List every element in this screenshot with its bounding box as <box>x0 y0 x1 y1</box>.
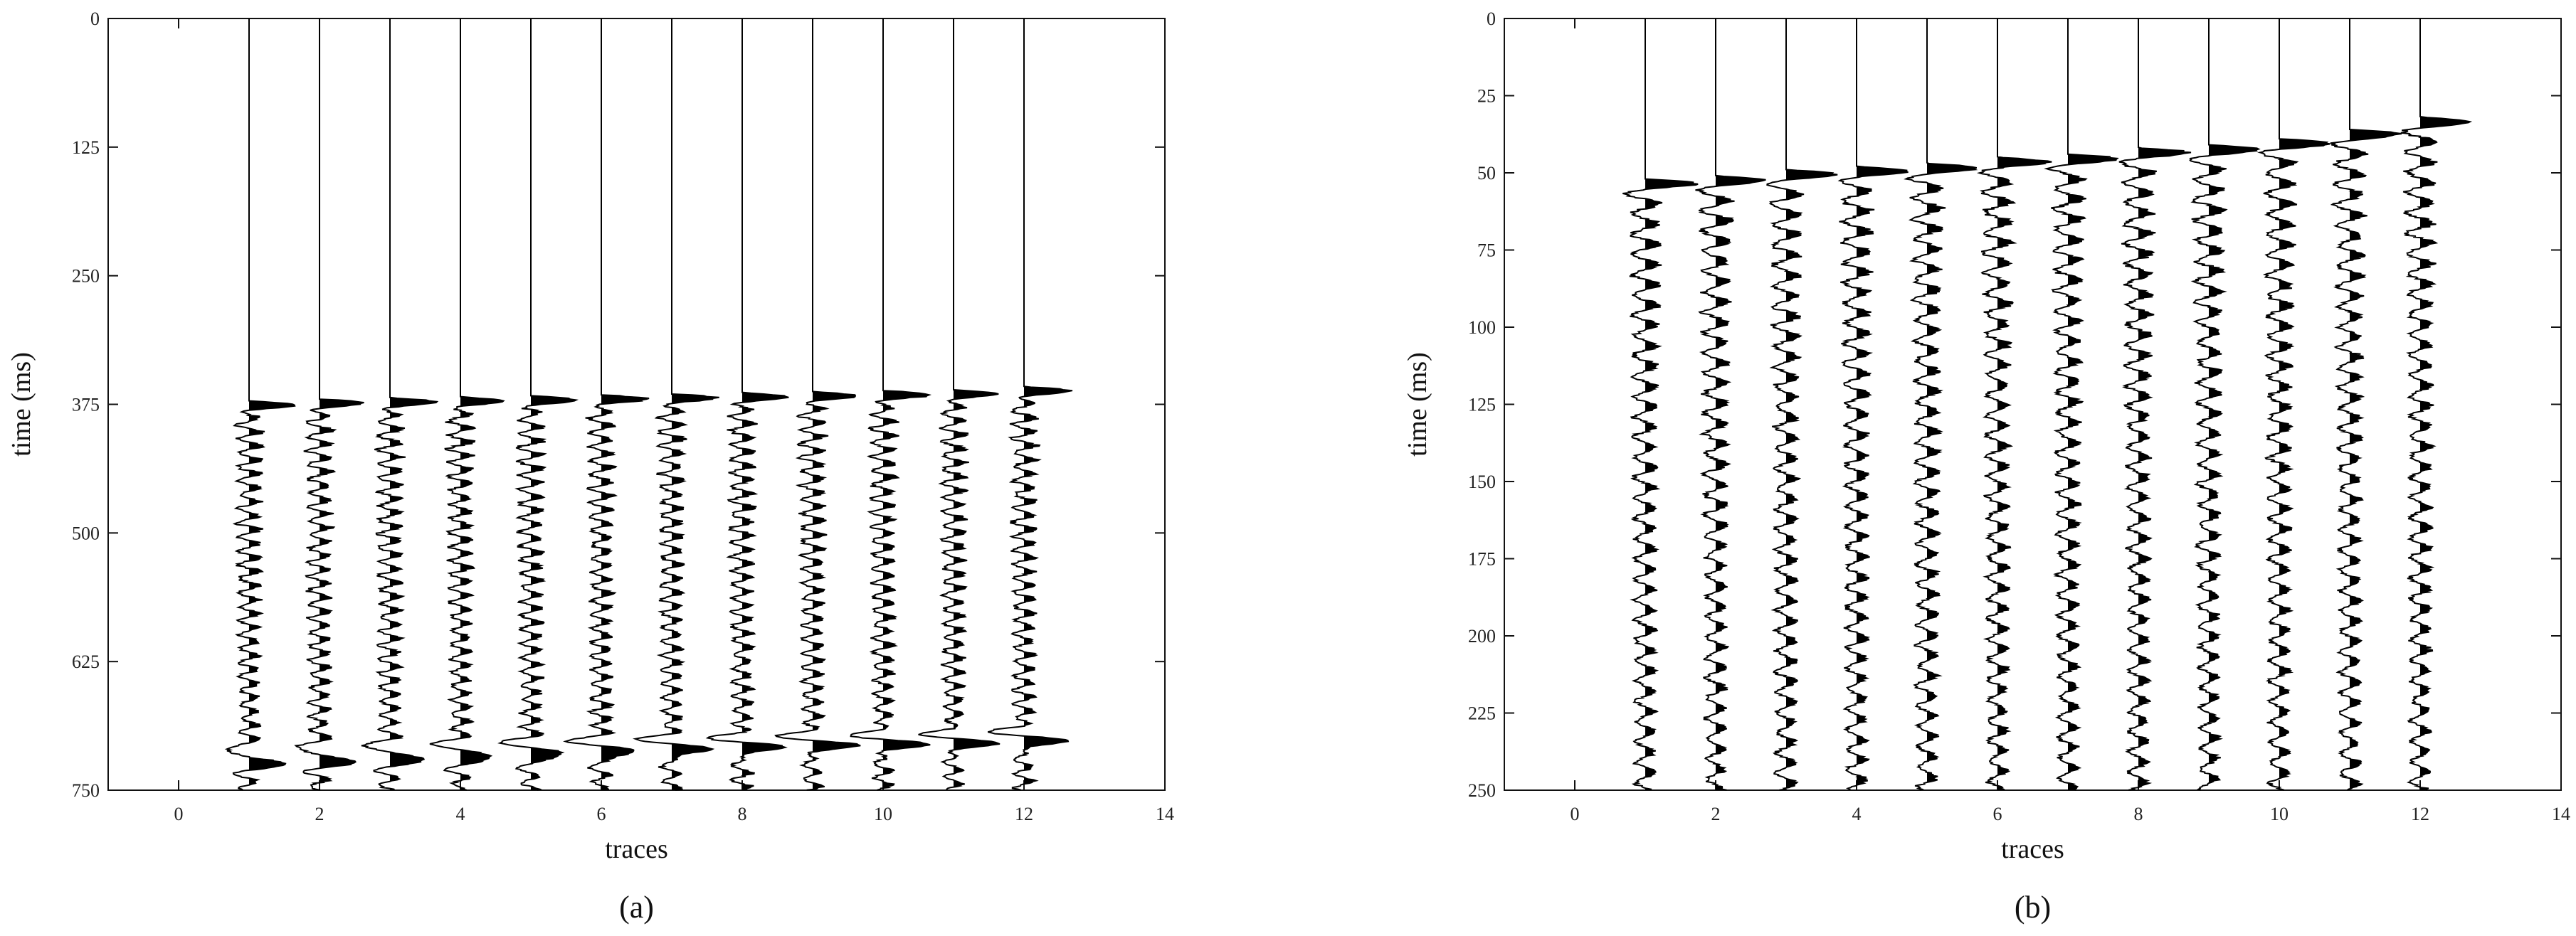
y-tick-label: 750 <box>72 780 100 801</box>
trace-5-wiggle <box>1904 18 1978 791</box>
y-tick-label: 175 <box>1468 549 1496 570</box>
panel-caption: (a) <box>619 890 654 925</box>
trace-12-wiggle <box>2400 18 2473 791</box>
trace-11-wiggle <box>918 18 1001 790</box>
trace-9-wiggle <box>2189 18 2261 791</box>
y-tick-label: 25 <box>1477 86 1496 107</box>
y-tick-label: 200 <box>1468 626 1496 647</box>
x-tick-label: 4 <box>1852 804 1862 824</box>
x-tick-label: 0 <box>174 804 184 824</box>
y-tick-label: 125 <box>1468 395 1496 415</box>
trace-6-wiggle <box>563 18 650 790</box>
trace-11-wiggle <box>2330 18 2402 791</box>
x-tick-label: 4 <box>456 804 465 824</box>
x-axis-title: traces <box>2001 834 2064 864</box>
trace-7-wiggle <box>632 18 719 791</box>
x-axis-title: traces <box>605 834 668 864</box>
trace-6-wiggle <box>1976 18 2052 791</box>
y-tick-label: 0 <box>90 9 100 29</box>
y-tick-label: 150 <box>1468 472 1496 492</box>
trace-2-fill <box>1716 18 1766 790</box>
y-tick-label: 625 <box>72 652 100 672</box>
trace-9-wiggle <box>774 18 861 791</box>
y-tick-label: 250 <box>1468 780 1496 801</box>
trace-11-fill <box>954 18 1000 790</box>
panel-a: 0 2 4 6 8 10 12 14 0 125 250 375 500 625 750 traces time… <box>6 9 1174 925</box>
x-tick-label: 14 <box>2552 804 2570 824</box>
trace-3-wiggle <box>361 18 439 791</box>
y-tick-label: 0 <box>1487 9 1496 29</box>
trace-1-wiggle <box>224 18 296 791</box>
x-tick-label: 0 <box>1571 804 1580 824</box>
trace-3-wiggle <box>1766 18 1838 791</box>
y-tick-label: 75 <box>1477 240 1496 261</box>
trace-12-fill <box>2420 18 2470 790</box>
trace-5-wiggle <box>497 18 579 791</box>
trace-1-fill <box>1645 18 1699 790</box>
trace-10-fill <box>2279 18 2330 790</box>
y-tick-label: 125 <box>72 137 100 158</box>
trace-3-fill <box>1786 18 1838 790</box>
x-tick-label: 12 <box>2411 804 2429 824</box>
trace-12-wiggle <box>987 18 1073 791</box>
y-tick-label: 50 <box>1477 163 1496 184</box>
x-tick-label: 8 <box>2134 804 2143 824</box>
trace-3-fill <box>390 18 437 790</box>
y-tick-label: 250 <box>72 266 100 287</box>
x-tick-label: 10 <box>874 804 892 824</box>
trace-8-wiggle <box>705 18 789 790</box>
x-tick-label: 6 <box>597 804 606 824</box>
trace-6-fill <box>601 18 649 790</box>
panel-b: 0 2 4 6 8 10 12 14 0 25 50 75 100 125 150 175 200 225 250 t… <box>1403 9 2570 925</box>
trace-2-fill <box>320 18 364 790</box>
trace-2-wiggle <box>1695 18 1766 791</box>
y-axis-title: time (ms) <box>1403 352 1432 457</box>
x-tick-label: 2 <box>1711 804 1721 824</box>
y-tick-label: 375 <box>72 395 100 415</box>
trace-8-fill <box>2138 18 2191 790</box>
trace-10-wiggle <box>2257 18 2330 791</box>
plot-frame <box>1504 18 2562 791</box>
trace-1-fill <box>249 18 295 790</box>
trace-8-wiggle <box>2118 18 2192 791</box>
y-tick-label: 500 <box>72 523 100 543</box>
y-axis-title: time (ms) <box>6 352 36 457</box>
trace-4-fill <box>1857 18 1909 790</box>
x-tick-label: 10 <box>2270 804 2289 824</box>
trace-4-wiggle <box>1837 18 1909 790</box>
trace-2-wiggle <box>294 18 364 791</box>
x-tick-label: 12 <box>1015 804 1033 824</box>
trace-1-wiggle <box>1622 18 1699 791</box>
trace-7-wiggle <box>2044 18 2119 791</box>
x-tick-label: 2 <box>315 804 324 824</box>
y-tick-label: 225 <box>1468 703 1496 724</box>
x-tick-label: 6 <box>1993 804 2002 824</box>
x-tick-label: 14 <box>1156 804 1174 824</box>
trace-10-wiggle <box>850 18 931 791</box>
y-tick-label: 100 <box>1468 317 1496 338</box>
x-tick-label: 8 <box>738 804 747 824</box>
trace-4-wiggle <box>429 18 505 791</box>
panel-caption: (b) <box>2015 890 2051 925</box>
